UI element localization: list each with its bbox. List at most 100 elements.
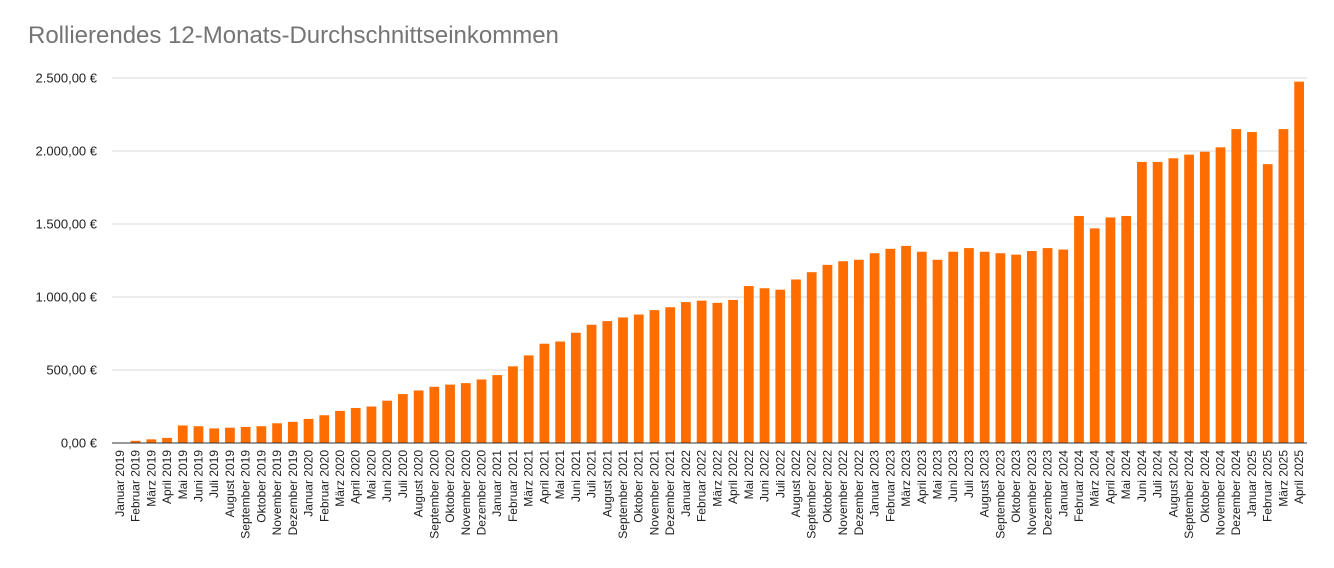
bar (1294, 81, 1305, 444)
bar (256, 426, 267, 443)
x-tick-label: Juli 2023 (962, 450, 976, 498)
x-tick-label: November 2024 (1214, 450, 1228, 536)
bar (728, 299, 738, 443)
bar (1058, 249, 1069, 443)
x-tick-label: Januar 2023 (868, 450, 882, 517)
x-tick-label: März 2024 (1088, 450, 1102, 507)
bar (508, 366, 518, 443)
bar (350, 407, 361, 443)
x-tick-label: August 2024 (1166, 450, 1180, 518)
x-tick-label: September 2022 (805, 450, 819, 539)
bar (743, 286, 754, 443)
x-tick-label: Mai 2022 (742, 450, 756, 500)
bar (1121, 215, 1132, 443)
x-tick-label: Dezember 2023 (1041, 450, 1055, 536)
x-tick-label: April 2022 (726, 450, 740, 504)
y-tick-label: 1.000,00 € (36, 290, 98, 305)
bar (130, 440, 141, 443)
y-tick-label: 1.500,00 € (36, 217, 98, 232)
x-tick-label: April 2023 (915, 450, 929, 504)
x-tick-label: Dezember 2022 (852, 450, 866, 536)
bar (319, 415, 330, 443)
x-tick-label: Dezember 2021 (663, 450, 677, 536)
x-tick-label: Februar 2023 (883, 450, 897, 522)
x-tick-label: Juni 2020 (380, 450, 394, 502)
bar (1215, 147, 1226, 443)
bar (791, 279, 801, 443)
x-tick-label: August 2023 (978, 450, 992, 518)
bar (539, 343, 550, 443)
y-tick-label: 2.000,00 € (36, 144, 98, 159)
bar (869, 253, 880, 443)
bar (1074, 215, 1084, 443)
x-tick-label: Juli 2021 (585, 450, 599, 498)
bar (759, 288, 770, 443)
x-tick-label: August 2022 (789, 450, 803, 518)
bar (1184, 154, 1194, 443)
x-tick-label: Januar 2021 (490, 450, 504, 517)
x-tick-label: Dezember 2024 (1229, 450, 1243, 536)
bar (916, 251, 927, 443)
bar (1247, 132, 1257, 443)
bar (633, 314, 644, 443)
bar (1089, 228, 1100, 443)
x-tick-label: November 2020 (459, 450, 473, 536)
bar (366, 406, 377, 443)
x-tick-label: Oktober 2021 (632, 450, 646, 523)
bar (979, 251, 990, 443)
x-tick-label: Oktober 2022 (820, 450, 834, 523)
x-tick-label: Februar 2019 (129, 450, 143, 522)
x-tick-label: April 2020 (349, 450, 363, 504)
bar (1011, 254, 1021, 443)
x-tick-label: August 2020 (412, 450, 426, 518)
bar (240, 426, 251, 443)
bar (382, 400, 393, 443)
bars (130, 81, 1305, 444)
bar (398, 394, 408, 443)
x-tick-label: Dezember 2019 (286, 450, 300, 536)
x-tick-label: Mai 2023 (930, 450, 944, 500)
bar (1168, 158, 1179, 444)
bar (712, 302, 723, 443)
y-axis-tick-labels: 0,00 € 500,00 € 1.000,00 € 1.500,00 € 2.000,… (36, 71, 98, 451)
x-tick-label: Juni 2022 (758, 450, 772, 502)
bar (162, 437, 172, 443)
bar (177, 425, 188, 443)
bar (570, 332, 581, 443)
bar (445, 384, 455, 443)
x-tick-label: September 2024 (1182, 450, 1196, 539)
x-tick-label: Januar 2020 (302, 450, 316, 517)
y-tick-label: 2.500,00 € (36, 71, 98, 86)
x-tick-label: Juli 2022 (773, 450, 787, 498)
x-tick-label: Februar 2024 (1072, 450, 1086, 522)
bar (1042, 248, 1053, 443)
bar (555, 341, 565, 443)
bar (225, 427, 235, 443)
x-tick-label: August 2021 (600, 450, 614, 518)
x-tick-label: Juni 2023 (946, 450, 960, 502)
x-axis-tick-labels: Januar 2019 Februar 2019 März 2019 April 20… (113, 450, 1306, 539)
x-tick-label: März 2021 (522, 450, 536, 507)
bar (932, 259, 943, 443)
x-tick-label: Oktober 2023 (1009, 450, 1023, 523)
bar (492, 375, 503, 443)
x-tick-label: März 2020 (333, 450, 347, 507)
bar (885, 248, 896, 443)
x-tick-label: November 2021 (647, 450, 661, 536)
bar (681, 302, 691, 443)
bar (1262, 164, 1273, 443)
bar (523, 355, 534, 443)
x-tick-label: September 2021 (616, 450, 630, 539)
x-tick-label: Juni 2021 (569, 450, 583, 502)
x-tick-label: Januar 2025 (1245, 450, 1259, 517)
bar (901, 245, 911, 443)
x-tick-label: Februar 2020 (317, 450, 331, 522)
bar (287, 421, 298, 443)
bar (964, 248, 974, 443)
bar (995, 253, 1006, 443)
x-tick-label: März 2019 (144, 450, 158, 507)
x-tick-label: März 2022 (710, 450, 724, 507)
chart-title: Rollierendes 12-Monats-Durchschnittseink… (28, 22, 559, 49)
x-tick-label: Oktober 2019 (254, 450, 268, 523)
